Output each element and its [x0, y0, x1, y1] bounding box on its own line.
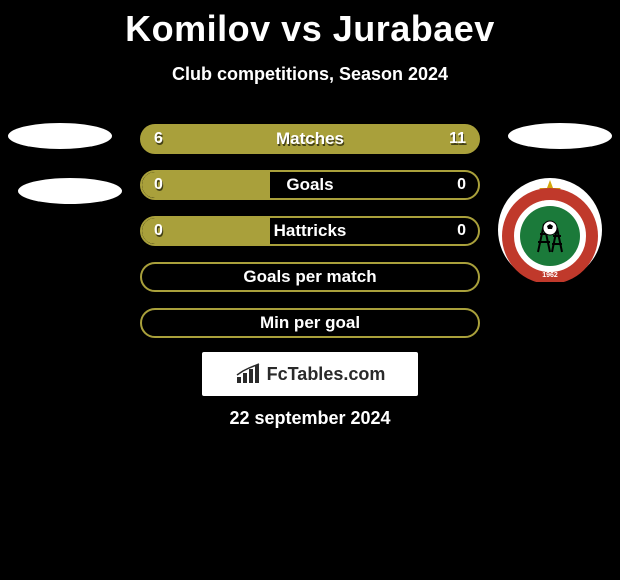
hattricks-right-value: 0 — [457, 218, 466, 244]
player-left-photo-placeholder-2 — [18, 178, 122, 204]
hattricks-label: Hattricks — [274, 221, 347, 241]
stat-row-matches: 6 Matches 11 — [140, 124, 480, 154]
date-text: 22 september 2024 — [0, 408, 620, 429]
subtitle: Club competitions, Season 2024 — [0, 64, 620, 85]
stats-panel: 6 Matches 11 0 Goals 0 0 Hattricks 0 Goa… — [140, 124, 480, 354]
badge-field — [520, 206, 580, 266]
goals-label: Goals — [286, 175, 333, 195]
goals-right-value: 0 — [457, 172, 466, 198]
mpg-label: Min per goal — [260, 313, 360, 333]
fctables-text: FcTables.com — [267, 364, 386, 385]
badge-year: 1962 — [542, 272, 558, 279]
bar-chart-icon — [235, 363, 263, 385]
matches-left-value: 6 — [154, 126, 163, 152]
club-badge: FERGANA F.C. NEFTCHI 1962 — [498, 178, 602, 282]
page-title: Komilov vs Jurabaev — [0, 0, 620, 50]
matches-right-value: 11 — [449, 126, 466, 152]
player-right-photo-placeholder — [508, 123, 612, 149]
gpm-label: Goals per match — [243, 267, 376, 287]
stat-row-hattricks: 0 Hattricks 0 — [140, 216, 480, 246]
fctables-logo: FcTables.com — [202, 352, 418, 396]
player-left-photo-placeholder-1 — [8, 123, 112, 149]
stat-row-mpg: Min per goal — [140, 308, 480, 338]
stat-row-goals: 0 Goals 0 — [140, 170, 480, 200]
hattricks-left-value: 0 — [154, 218, 163, 244]
club-badge-svg: FERGANA F.C. NEFTCHI 1962 — [498, 178, 602, 282]
stat-row-gpm: Goals per match — [140, 262, 480, 292]
matches-label: Matches — [276, 129, 344, 149]
goals-left-value: 0 — [154, 172, 163, 198]
